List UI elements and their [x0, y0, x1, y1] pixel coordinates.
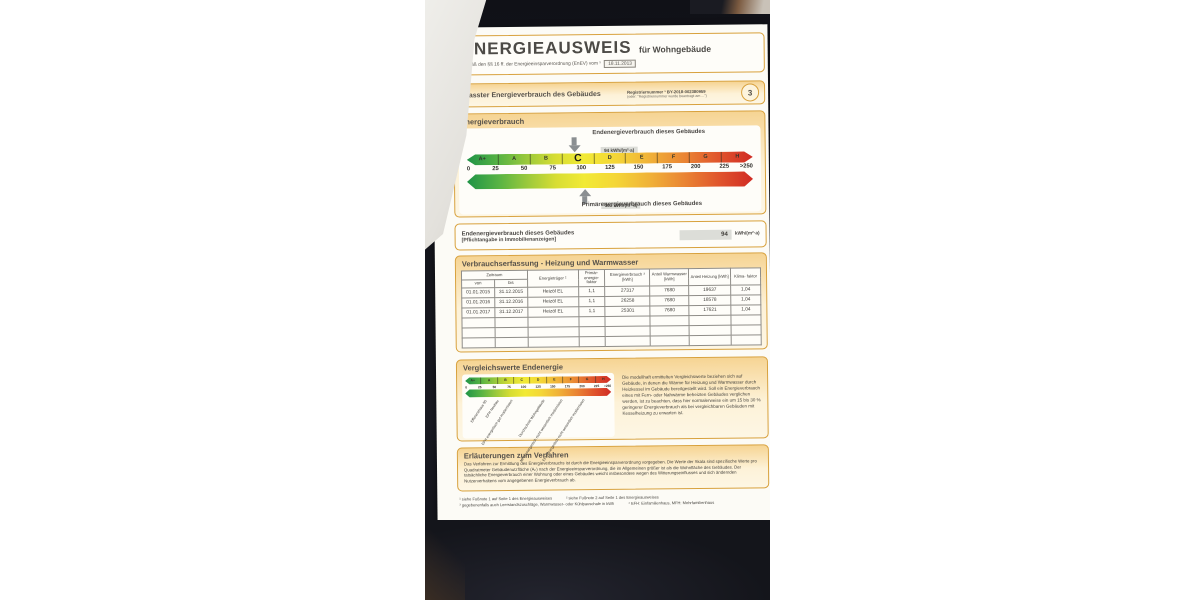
- registration-note: (oder: "Registriernummer wurde beantragt…: [627, 93, 707, 99]
- endenergy-label: Endenergieverbrauch dieses Gebäudes: [592, 128, 706, 137]
- scale-tick: 25: [477, 384, 482, 389]
- footnote: ³ gegebenenfalls auch Leerstandszuschläg…: [459, 500, 615, 508]
- scale-tick: 225: [593, 383, 600, 388]
- registration-block: Registriernummer ¹ BY-2018-002380959 (od…: [627, 88, 735, 98]
- compare-marker-label: Effizienzhaus 55: [469, 399, 488, 424]
- scale-letter: B: [531, 153, 563, 164]
- endenergy-summary-row: Endenergieverbrauch dieses Gebäudes [Pfl…: [454, 220, 767, 251]
- scale-tick: 225: [719, 163, 730, 170]
- scale-letter: F: [658, 152, 690, 163]
- scale-tick: 200: [690, 163, 701, 171]
- scale-letter: E: [626, 152, 658, 163]
- background-table-edge: [690, 0, 770, 14]
- section-erfasster-energieverbrauch: Erfasster Energieverbrauch des Gebäudes …: [452, 80, 766, 108]
- scale-tick: 150: [550, 383, 556, 389]
- scale-tick: 50: [520, 165, 528, 172]
- compare-text: Die modellhaft ermittelten Vergleichswer…: [622, 373, 761, 417]
- scale-bottom-labels: 103 kWh/(m²·a) Primärenergieverbrauch di…: [467, 186, 753, 213]
- endenergy-arrow-icon: [568, 137, 581, 153]
- background-floor-corner: [425, 530, 465, 600]
- scale-top-labels: Endenergieverbrauch dieses Gebäudes 94 k…: [466, 125, 752, 155]
- compare-marker-label: EFH energetisch gut modernisiert: [481, 398, 514, 446]
- consumption-table: Zeitraum Energieträger ² Primär- energie…: [460, 267, 762, 349]
- section-verbrauchserfassung: Verbrauchserfassung - Heizung und Warmwa…: [454, 252, 768, 353]
- scale-letter: D: [594, 153, 626, 164]
- page-title: ENERGIEAUSWEIS: [461, 37, 632, 59]
- page-number-badge: 3: [741, 83, 760, 102]
- section-erlaeuterungen: Erläuterungen zum Verfahren Das Verfahre…: [456, 444, 770, 492]
- compare-scale-panel: A+ A B C D E F G H 0 25 50 75 100 125 150 175 200 225 >250…: [462, 372, 615, 463]
- endenergy-summary-unit: kWh/(m²·a): [734, 231, 760, 237]
- col-verbrauch: Energieverbrauch ³ [kWh]: [604, 269, 650, 287]
- scale-letter: H: [735, 153, 740, 160]
- section-energieverbrauch: Energieverbrauch Endenergieverbrauch die…: [453, 110, 767, 218]
- consumption-table-body: 01.01.2015 31.12.2015 Heizöl EL 1,1 27317 768…: [461, 284, 762, 348]
- scale-tick: >250: [603, 383, 612, 388]
- table-row: [462, 334, 762, 348]
- scale-tick: >250: [739, 163, 753, 170]
- scale-tick: 0: [465, 384, 467, 389]
- footnote: ² siehe Fußnote 2 auf Seite 1 des Energi…: [566, 494, 659, 501]
- scale-tick: 125: [605, 164, 615, 171]
- page-title-suffix: für Wohngebäude: [638, 43, 712, 55]
- scale-tick: 50: [492, 384, 497, 389]
- energy-scale-panel: Endenergieverbrauch dieses Gebäudes 94 k…: [458, 125, 762, 215]
- section1-heading: Erfasster Energieverbrauch des Gebäudes: [459, 90, 601, 99]
- col-warmwasser: Anteil Warmwasser [kWh]: [649, 268, 689, 287]
- scale-tick: 125: [535, 384, 541, 389]
- scale-tick: 75: [549, 165, 556, 172]
- scale-tick: 100: [576, 165, 587, 172]
- scale-tick: 25: [492, 166, 499, 173]
- scale-tick: 150: [633, 164, 644, 171]
- subtitle: gemäß den §§ 16 ff. der Energieeinsparve…: [462, 58, 756, 69]
- scale-tick: 175: [564, 383, 571, 388]
- scale-tick: 0: [466, 166, 471, 173]
- background-shadow: [425, 520, 770, 600]
- footnote: ⁴ EFH: Einfamilienhaus, MFH: Mehrfamilie…: [628, 499, 715, 506]
- col-energietraeger: Energieträger ²: [527, 269, 579, 288]
- primary-energy-label: Primärenergieverbrauch dieses Gebäudes: [581, 200, 703, 209]
- compare-scale-markers: Effizienzhaus 55 EFH Neubau EFH energetisc…: [465, 396, 611, 463]
- scale-letter: A+: [467, 154, 499, 165]
- scale-tick: 75: [507, 384, 511, 389]
- scale-letter: G: [690, 152, 722, 163]
- subtitle-text: gemäß den §§ 16 ff. der Energieeinsparve…: [461, 61, 601, 68]
- endenergy-summary-value: 94: [679, 229, 732, 240]
- scale-tick: 100: [520, 384, 527, 389]
- col-faktor: Primär- energie- faktor: [578, 269, 606, 287]
- col-heizung: Anteil Heizung [kWh]: [688, 268, 731, 286]
- energy-certificate-page: ENERGIEAUSWEIS für Wohngebäude gemäß den…: [432, 24, 770, 524]
- col-klimafaktor: Klima- faktor: [730, 267, 761, 286]
- footnote: ¹ siehe Fußnote 1 auf Seite 1 des Energi…: [459, 495, 553, 502]
- regulation-date: 18.11.2013: [604, 59, 636, 68]
- scale-letter: A: [499, 154, 531, 165]
- scale-tick: 175: [662, 164, 672, 171]
- document-photo: ENERGIEAUSWEIS für Wohngebäude gemäß den…: [425, 0, 770, 600]
- scale-letter: C: [562, 153, 594, 164]
- explain-text: Das Verfahren zur Ermittlung des Energie…: [463, 458, 757, 484]
- title-box: ENERGIEAUSWEIS für Wohngebäude gemäß den…: [452, 32, 765, 76]
- scale-tick: 200: [579, 383, 585, 388]
- footnotes: ¹ siehe Fußnote 1 auf Seite 1 des Energi…: [459, 493, 767, 507]
